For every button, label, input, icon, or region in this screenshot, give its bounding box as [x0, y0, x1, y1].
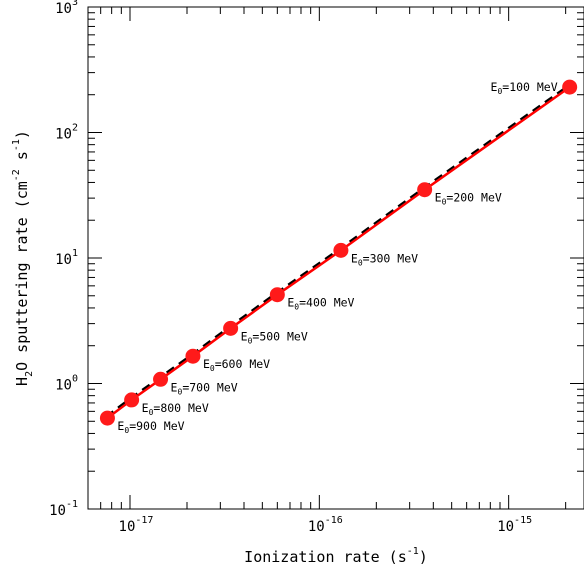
- point-label: E0=300 MeV: [351, 251, 418, 267]
- y-axis-label: H2O sputtering rate (cm-2 s-1): [11, 130, 35, 386]
- y-axis-label-exp: -2: [11, 169, 22, 181]
- point-label: E0=800 MeV: [142, 401, 209, 417]
- data-point: [417, 182, 433, 198]
- y-axis-label-exp2: -1: [11, 139, 22, 151]
- x-axis-label-close: ): [419, 548, 428, 566]
- x-axis-label-exp: -1: [407, 546, 419, 557]
- data-point: [185, 348, 201, 364]
- x-tick-label: 10-16: [308, 515, 343, 535]
- data-point: [153, 371, 169, 387]
- y-tick-label: 101: [55, 248, 78, 268]
- x-axis-label-text: Ionization rate (s: [244, 548, 407, 566]
- point-label: E0=400 MeV: [287, 296, 354, 312]
- point-label: E0=700 MeV: [171, 380, 238, 396]
- x-tick-label: 10-15: [497, 515, 532, 535]
- y-axis-label-h: H: [13, 377, 31, 386]
- x-axis-label: Ionization rate (s-1): [244, 546, 428, 566]
- y-tick-label: 100: [55, 374, 78, 394]
- data-point: [124, 392, 140, 408]
- data-point: [223, 320, 239, 336]
- point-label: E0=600 MeV: [203, 357, 270, 373]
- data-markers: [99, 79, 578, 426]
- y-axis-label-close: ): [13, 130, 31, 139]
- y-axis-label-sub: 2: [24, 371, 35, 377]
- y-axis-label-s: s: [13, 151, 31, 169]
- data-point: [99, 410, 115, 426]
- x-tick-label: 10-17: [119, 515, 154, 535]
- y-tick-label: 102: [55, 123, 78, 143]
- tick-labels: 10-17 10-16 10-15 10-1 100 101 102 103: [49, 0, 532, 535]
- y-tick-label: 10-1: [49, 499, 78, 519]
- y-tick-label: 103: [55, 0, 78, 17]
- data-point: [333, 242, 349, 258]
- y-axis-label-mid: O sputtering rate (cm: [13, 181, 31, 371]
- point-label: E0=100 MeV: [491, 80, 558, 96]
- point-labels: E0=100 MeV E0=200 MeV E0=300 MeV E0=400 MeV…: [117, 80, 557, 435]
- data-point: [562, 79, 578, 95]
- point-label: E0=500 MeV: [241, 329, 308, 345]
- point-label: E0=900 MeV: [117, 419, 184, 435]
- point-label: E0=200 MeV: [435, 191, 502, 207]
- axis-ticks: [87, 6, 584, 510]
- data-point: [269, 287, 285, 303]
